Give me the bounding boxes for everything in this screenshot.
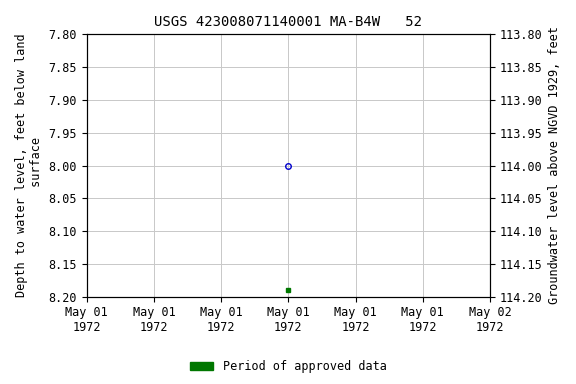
Legend: Period of approved data: Period of approved data: [185, 356, 391, 378]
Title: USGS 423008071140001 MA-B4W   52: USGS 423008071140001 MA-B4W 52: [154, 15, 422, 29]
Y-axis label: Depth to water level, feet below land
 surface: Depth to water level, feet below land su…: [15, 34, 43, 297]
Y-axis label: Groundwater level above NGVD 1929, feet: Groundwater level above NGVD 1929, feet: [548, 26, 561, 305]
